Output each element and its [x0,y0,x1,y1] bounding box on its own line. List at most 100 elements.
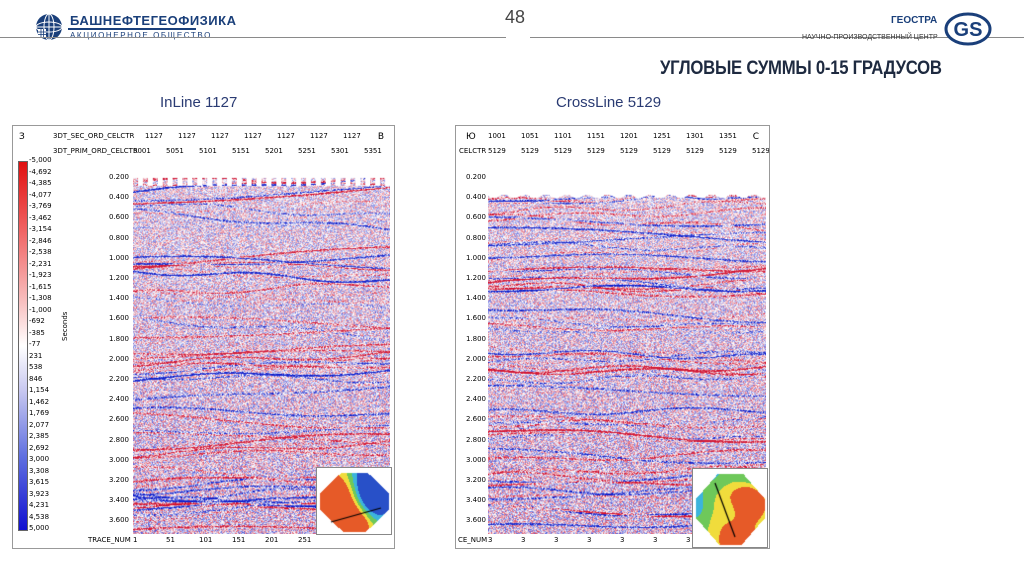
trace-number-label: 201 [265,536,279,544]
colorbar-tick-label: 538 [29,363,43,371]
trace-number-label: 3 [686,536,691,544]
colorbar-tick-label: -3,154 [29,225,52,233]
left-direction-west: З [19,132,25,142]
colorbar-tick-label: 3,308 [29,466,50,475]
colorbar-tick-label: 4,231 [29,501,50,509]
trace-number-label: 51 [166,536,175,544]
time-tick-label: 2.600 [108,415,129,424]
time-tick-label: 2.000 [465,354,486,363]
trace-number-label: 3 [653,536,658,544]
crossline-range-label: 1201 [620,132,638,140]
colorbar-tick-label: -3,462 [29,213,52,222]
colorbar-tick-label: -1,308 [29,294,52,302]
time-tick-label: 0.800 [108,233,129,242]
left-y-ticks: 0.200 0.400 0.600 0.800 1.000 1.200 1.400 1.600… [93,169,133,534]
company-subtitle-right: НАУЧНО-ПРОИЗВОДСТВЕННЫЙ ЦЕНТР [802,34,938,41]
crossline-number-label: 5129 [554,147,572,155]
crossline-number-label: 5129 [587,147,605,155]
right-direction-south: Ю [466,132,476,142]
time-tick-label: 1.200 [465,274,486,282]
left-location-map-inset [316,467,392,535]
crossline-number-label: 5129 [653,147,671,155]
crossline-number-label: 5351 [364,147,382,155]
colorbar-tick-label: -77 [29,340,41,348]
colorbar-tick-label: 3,000 [29,455,50,463]
left-row1-label: 3DT_SEC_ORD_CELCTR [53,132,135,140]
right-y-ticks: 0.200 0.400 0.600 0.800 1.000 1.200 1.400 1.600… [456,169,490,534]
colorbar-tick-label: 846 [29,374,43,383]
right-direction-north: С [752,132,759,142]
trace-number-label: 1 [133,536,138,544]
crossline-number-label: 5129 [620,147,638,155]
time-tick-label: 1.800 [465,334,486,343]
time-tick-label: 1.000 [108,253,129,262]
time-tick-label: 3.600 [108,516,129,525]
left-y-axis-title: Seconds [61,311,69,341]
crossline-number-label: 5151 [232,147,250,155]
crossline-range-label: 1001 [488,132,506,140]
colorbar-tick-label: -1,615 [29,282,52,291]
logo-divider [68,28,196,30]
time-tick-label: 1.200 [108,274,129,282]
crossline-range-label: 1151 [587,132,605,140]
time-tick-label: 3.600 [465,516,486,525]
time-tick-label: 2.600 [465,415,486,424]
trace-number-label: 3 [554,536,559,544]
time-tick-label: 2.400 [108,395,129,404]
time-tick-label: 0.600 [108,213,129,222]
crossline-range-label: 1301 [686,132,704,140]
left-bottom-values: 1 51 101 151 201 251 [13,536,394,546]
time-tick-label: 2.000 [108,354,129,363]
colorbar-labels: -5,000 -4,692 -4,385 -4,077 -3,769 -3,462 -3,1… [29,156,69,536]
company-name-right: ГЕОСТРА [891,15,938,26]
left-bottom-label: TRACE_NUM [88,536,131,544]
inline-number-label: 1127 [343,132,361,140]
colorbar-tick-label: -2,538 [29,248,52,256]
time-tick-label: 1.600 [108,314,129,323]
time-tick-label: 2.200 [108,375,129,383]
header-rule-right [530,37,1024,38]
time-tick-label: 3.200 [465,476,486,484]
time-tick-label: 1.000 [465,253,486,262]
crossline-range-label: 1101 [554,132,572,140]
crossline-number-label: 5129 [752,147,770,155]
time-tick-label: 0.600 [465,213,486,222]
trace-number-label: 151 [232,536,246,544]
left-direction-east: В [377,132,384,142]
crossline-range-label: 1051 [521,132,539,140]
colorbar-tick-label: -1,923 [29,271,52,279]
inline-number-label: 1127 [178,132,196,140]
right-location-map-inset [692,468,768,548]
left-row1-values: 1127 1127 1127 1127 1127 1127 1127 [13,132,394,142]
crossline-number-label: 5129 [488,147,506,155]
colorbar-tick-label: -4,385 [29,179,52,187]
left-row2-label: 3DT_PRIM_ORD_CELCTR [53,147,138,155]
time-tick-label: 1.400 [108,294,129,303]
colorbar-tick-label: 3,615 [29,478,50,486]
trace-number-label: 3 [620,536,625,544]
colorbar-tick-label: -2,231 [29,259,52,268]
time-tick-label: 2.800 [108,435,129,444]
crossline-number-label: 5201 [265,147,283,155]
time-tick-label: 0.800 [465,233,486,242]
page-number: 48 [504,7,526,27]
time-tick-label: 1.600 [465,314,486,323]
trace-number-label: 251 [298,536,312,544]
crossline-range-label: 1251 [653,132,671,140]
time-tick-label: 2.200 [465,375,486,383]
bashneftegeofizika-logo-icon [35,13,63,41]
colorbar-tick-label: -1,000 [29,305,52,314]
time-tick-label: 3.000 [465,455,486,464]
right-row1-values: 1001 1051 1101 1151 1201 1251 1301 1351 [456,132,769,142]
trace-number-label: 101 [199,536,213,544]
time-tick-label: 2.400 [465,395,486,404]
right-seismic-panel: Ю С CELCTR 1001 1051 1101 1151 1201 1251 1301 1… [455,125,770,549]
time-tick-label: 3.000 [108,455,129,464]
trace-number-label: 3 [488,536,493,544]
colorbar-tick-label: -4,077 [29,190,52,199]
inline-number-label: 1127 [310,132,328,140]
colorbar-tick-label: 5,000 [29,524,50,532]
colorbar-tick-label: -4,692 [29,167,52,176]
left-row2-values: 5001 5051 5101 5151 5201 5251 5301 5351 [13,147,394,157]
time-tick-label: 3.200 [108,476,129,484]
